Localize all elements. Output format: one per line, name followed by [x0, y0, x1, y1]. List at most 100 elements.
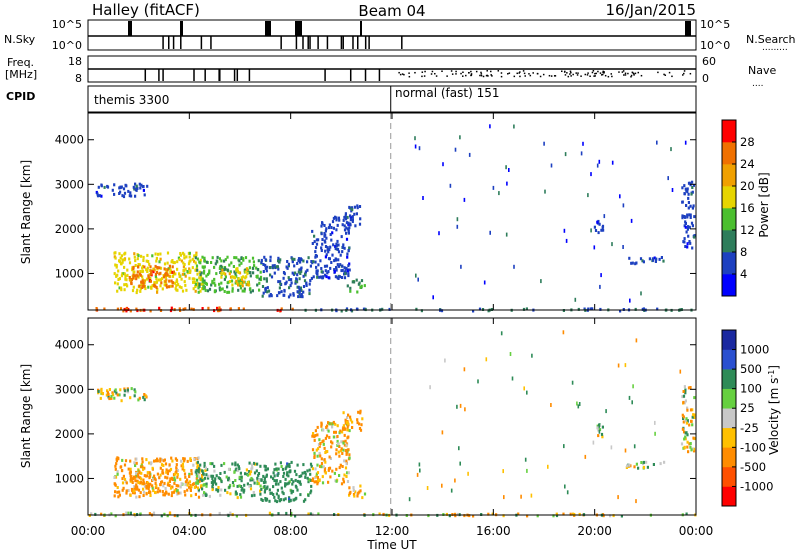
nave-dot	[486, 74, 488, 77]
velocity-cell	[236, 463, 239, 467]
power-cell	[356, 206, 359, 210]
power-cell	[205, 274, 208, 278]
velocity-cell	[269, 491, 272, 495]
nave-dot	[600, 74, 603, 76]
velocity-cell	[250, 494, 254, 498]
power-cell	[238, 271, 242, 275]
power-cell	[116, 289, 119, 293]
velocity-cell	[683, 401, 686, 405]
power-cell	[134, 259, 137, 263]
power-cell	[219, 271, 222, 274]
power-cell	[292, 293, 295, 297]
velocity-cell	[295, 485, 298, 489]
velocity-cell	[338, 431, 341, 435]
velocity-cell	[327, 467, 331, 471]
power-sparse-cell	[630, 218, 633, 223]
velocity-cell	[176, 492, 179, 496]
velocity-cell	[307, 493, 310, 497]
velocity-cell	[275, 479, 278, 483]
nsearch-label: N.Search	[746, 33, 796, 46]
power-bar-swatch	[722, 230, 736, 253]
power-cell	[171, 281, 174, 285]
velocity-bar-swatch	[722, 447, 736, 468]
power-cell	[688, 225, 691, 229]
velocity-cell	[250, 476, 253, 480]
velocity-cell	[159, 473, 162, 477]
power-cell	[146, 253, 149, 257]
velocity-cell	[171, 459, 174, 463]
power-cell	[323, 224, 326, 227]
power-cell	[345, 217, 348, 221]
power-cell	[199, 261, 202, 265]
velocity-cell	[273, 474, 276, 478]
velocity-cell	[152, 511, 156, 515]
velocity-sparse-cell	[632, 384, 634, 389]
power-cell	[218, 267, 221, 270]
velocity-cell	[154, 491, 157, 494]
velocity-cell	[689, 442, 692, 445]
velocity-cell	[502, 514, 505, 518]
velocity-cell	[287, 481, 290, 485]
velocity-cell	[328, 455, 331, 459]
power-cell	[362, 307, 366, 311]
velocity-cell	[306, 476, 309, 480]
power-cell	[138, 182, 141, 186]
velocity-cell	[171, 485, 174, 489]
power-cell	[215, 272, 218, 276]
power-cell	[197, 286, 200, 290]
nave-dot	[434, 72, 436, 75]
power-cell	[331, 253, 334, 257]
velocity-cell	[277, 467, 280, 471]
velocity-cell	[116, 456, 119, 460]
velocity-cell	[175, 487, 178, 491]
power-cell	[330, 238, 333, 242]
power-bar-swatch	[722, 186, 736, 209]
velocity-cell	[331, 469, 334, 473]
velocity-cell	[122, 474, 125, 478]
power-y-label: Slant Range [km]	[19, 160, 33, 264]
velocity-cell	[186, 459, 189, 463]
nsky-spike	[128, 21, 132, 36]
nave-dot	[486, 70, 488, 72]
power-cell	[323, 264, 327, 268]
velocity-cell	[205, 493, 208, 497]
nave-dot	[576, 74, 579, 76]
power-cell	[235, 274, 238, 278]
power-bar-tick-label: 16	[740, 201, 755, 215]
power-cell	[333, 268, 336, 272]
velocity-bar-swatch	[722, 349, 736, 370]
velocity-bar-tick-label: 100	[740, 382, 762, 396]
velocity-cell	[316, 454, 319, 458]
power-cell	[681, 214, 684, 218]
velocity-cell	[343, 473, 346, 477]
nave-dot	[523, 72, 526, 75]
power-cell	[228, 263, 231, 267]
power-cell	[651, 258, 655, 262]
power-cell	[346, 255, 349, 259]
power-cell	[159, 252, 162, 256]
power-cell	[164, 268, 167, 272]
power-cell	[251, 256, 255, 260]
power-cell	[298, 287, 301, 291]
power-cell	[182, 265, 185, 269]
power-cell	[313, 234, 316, 238]
power-cell	[237, 270, 240, 274]
velocity-cell	[188, 480, 191, 484]
power-cell	[348, 246, 351, 250]
velocity-cell	[685, 512, 688, 516]
velocity-cell	[106, 389, 109, 393]
power-cell	[202, 271, 206, 275]
velocity-cell	[691, 423, 694, 427]
power-cell	[343, 266, 346, 270]
velocity-cell	[320, 462, 324, 465]
velocity-cell	[306, 469, 309, 473]
velocity-cell	[276, 473, 279, 477]
power-sparse-cell	[580, 151, 583, 156]
power-cell	[155, 271, 159, 274]
power-cell	[282, 293, 285, 297]
power-cell	[165, 285, 169, 289]
velocity-cell	[160, 458, 163, 461]
power-sparse-cell	[598, 159, 601, 164]
power-cell	[203, 256, 206, 260]
power-cell	[136, 274, 139, 278]
